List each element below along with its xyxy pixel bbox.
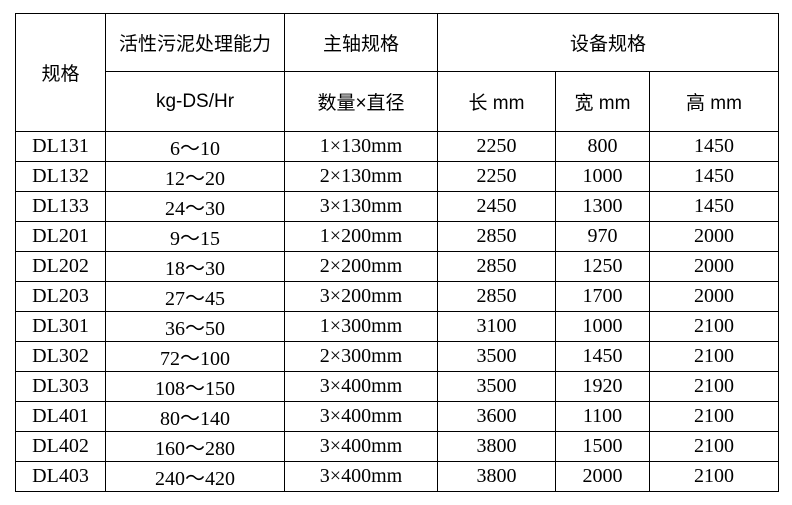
- cell-width: 800: [555, 131, 650, 162]
- cell-capacity: 9～15: [105, 221, 285, 252]
- cell-height: 2100: [649, 401, 779, 432]
- spec-table: 规格 活性污泥处理能力 主轴规格 设备规格 kg-DS/Hr 数量×直径 长 m…: [15, 13, 779, 492]
- cell-length: 2250: [437, 131, 556, 162]
- cell-spec: DL402: [15, 431, 106, 462]
- cell-width: 1920: [555, 371, 650, 402]
- cell-height: 2100: [649, 311, 779, 342]
- header-shaft: 主轴规格: [284, 13, 438, 72]
- header-height: 高 mm: [649, 71, 779, 132]
- cell-length: 3500: [437, 341, 556, 372]
- cell-capacity: 108～150: [105, 371, 285, 402]
- spec-table-header: 规格 活性污泥处理能力 主轴规格 设备规格 kg-DS/Hr 数量×直径 长 m…: [15, 13, 779, 132]
- header-equipment: 设备规格: [437, 13, 779, 72]
- cell-spec: DL203: [15, 281, 106, 312]
- cell-shaft: 1×300mm: [284, 311, 438, 342]
- table-row: DL132 12～20 2×130mm 2250 1000 1450: [15, 161, 779, 192]
- cell-length: 2850: [437, 221, 556, 252]
- cell-length: 2250: [437, 161, 556, 192]
- table-row: DL401 80～140 3×400mm 3600 1100 2100: [15, 401, 779, 432]
- header-capacity-unit: kg-DS/Hr: [105, 71, 285, 132]
- header-capacity: 活性污泥处理能力: [105, 13, 285, 72]
- cell-height: 2000: [649, 251, 779, 282]
- cell-width: 1000: [555, 161, 650, 192]
- cell-capacity: 18～30: [105, 251, 285, 282]
- cell-capacity: 80～140: [105, 401, 285, 432]
- cell-length: 2450: [437, 191, 556, 222]
- cell-capacity: 24～30: [105, 191, 285, 222]
- cell-width: 1000: [555, 311, 650, 342]
- cell-capacity: 36～50: [105, 311, 285, 342]
- header-spec: 规格: [15, 13, 106, 132]
- cell-length: 2850: [437, 281, 556, 312]
- cell-shaft: 3×400mm: [284, 431, 438, 462]
- cell-height: 1450: [649, 161, 779, 192]
- table-row: DL133 24～30 3×130mm 2450 1300 1450: [15, 191, 779, 222]
- cell-capacity: 6～10: [105, 131, 285, 162]
- cell-width: 2000: [555, 461, 650, 492]
- cell-length: 3600: [437, 401, 556, 432]
- cell-length: 3100: [437, 311, 556, 342]
- cell-spec: DL202: [15, 251, 106, 282]
- cell-shaft: 1×200mm: [284, 221, 438, 252]
- cell-length: 3800: [437, 431, 556, 462]
- cell-spec: DL201: [15, 221, 106, 252]
- cell-capacity: 160～280: [105, 431, 285, 462]
- cell-shaft: 2×300mm: [284, 341, 438, 372]
- table-row: DL201 9～15 1×200mm 2850 970 2000: [15, 221, 779, 252]
- cell-capacity: 72～100: [105, 341, 285, 372]
- cell-width: 1450: [555, 341, 650, 372]
- cell-spec: DL131: [15, 131, 106, 162]
- cell-width: 1250: [555, 251, 650, 282]
- cell-spec: DL301: [15, 311, 106, 342]
- cell-shaft: 3×130mm: [284, 191, 438, 222]
- cell-height: 1450: [649, 131, 779, 162]
- table-row: DL402 160～280 3×400mm 3800 1500 2100: [15, 431, 779, 462]
- header-shaft-sub: 数量×直径: [284, 71, 438, 132]
- header-length: 长 mm: [437, 71, 556, 132]
- table-row: DL131 6～10 1×130mm 2250 800 1450: [15, 131, 779, 162]
- cell-length: 2850: [437, 251, 556, 282]
- cell-height: 2000: [649, 221, 779, 252]
- cell-height: 1450: [649, 191, 779, 222]
- cell-width: 1100: [555, 401, 650, 432]
- table-row: DL303 108～150 3×400mm 3500 1920 2100: [15, 371, 779, 402]
- cell-width: 1500: [555, 431, 650, 462]
- cell-shaft: 3×400mm: [284, 401, 438, 432]
- cell-length: 3500: [437, 371, 556, 402]
- cell-spec: DL132: [15, 161, 106, 192]
- table-header-row-1: 规格 活性污泥处理能力 主轴规格 设备规格: [15, 13, 779, 132]
- cell-spec: DL403: [15, 461, 106, 492]
- cell-spec: DL303: [15, 371, 106, 402]
- cell-shaft: 1×130mm: [284, 131, 438, 162]
- cell-shaft: 3×400mm: [284, 461, 438, 492]
- cell-height: 2100: [649, 371, 779, 402]
- cell-capacity: 12～20: [105, 161, 285, 192]
- cell-height: 2100: [649, 461, 779, 492]
- spec-table-body: DL131 6～10 1×130mm 2250 800 1450 DL132 12～20 2×1…: [15, 131, 779, 492]
- cell-height: 2100: [649, 431, 779, 462]
- cell-length: 3800: [437, 461, 556, 492]
- cell-height: 2100: [649, 341, 779, 372]
- table-row: DL403 240～420 3×400mm 3800 2000 2100: [15, 461, 779, 492]
- cell-shaft: 2×130mm: [284, 161, 438, 192]
- table-row: DL202 18～30 2×200mm 2850 1250 2000: [15, 251, 779, 282]
- cell-spec: DL302: [15, 341, 106, 372]
- table-header-row-2: kg-DS/Hr 数量×直径 长 mm 宽 mm 高 mm: [16, 71, 779, 132]
- table-row: DL301 36～50 1×300mm 3100 1000 2100: [15, 311, 779, 342]
- cell-spec: DL401: [15, 401, 106, 432]
- cell-shaft: 3×400mm: [284, 371, 438, 402]
- cell-shaft: 2×200mm: [284, 251, 438, 282]
- table-row: DL203 27～45 3×200mm 2850 1700 2000: [15, 281, 779, 312]
- cell-shaft: 3×200mm: [284, 281, 438, 312]
- cell-width: 970: [555, 221, 650, 252]
- cell-capacity: 27～45: [105, 281, 285, 312]
- cell-height: 2000: [649, 281, 779, 312]
- header-width: 宽 mm: [555, 71, 650, 132]
- cell-width: 1300: [555, 191, 650, 222]
- cell-capacity: 240～420: [105, 461, 285, 492]
- cell-width: 1700: [555, 281, 650, 312]
- cell-spec: DL133: [15, 191, 106, 222]
- table-row: DL302 72～100 2×300mm 3500 1450 2100: [15, 341, 779, 372]
